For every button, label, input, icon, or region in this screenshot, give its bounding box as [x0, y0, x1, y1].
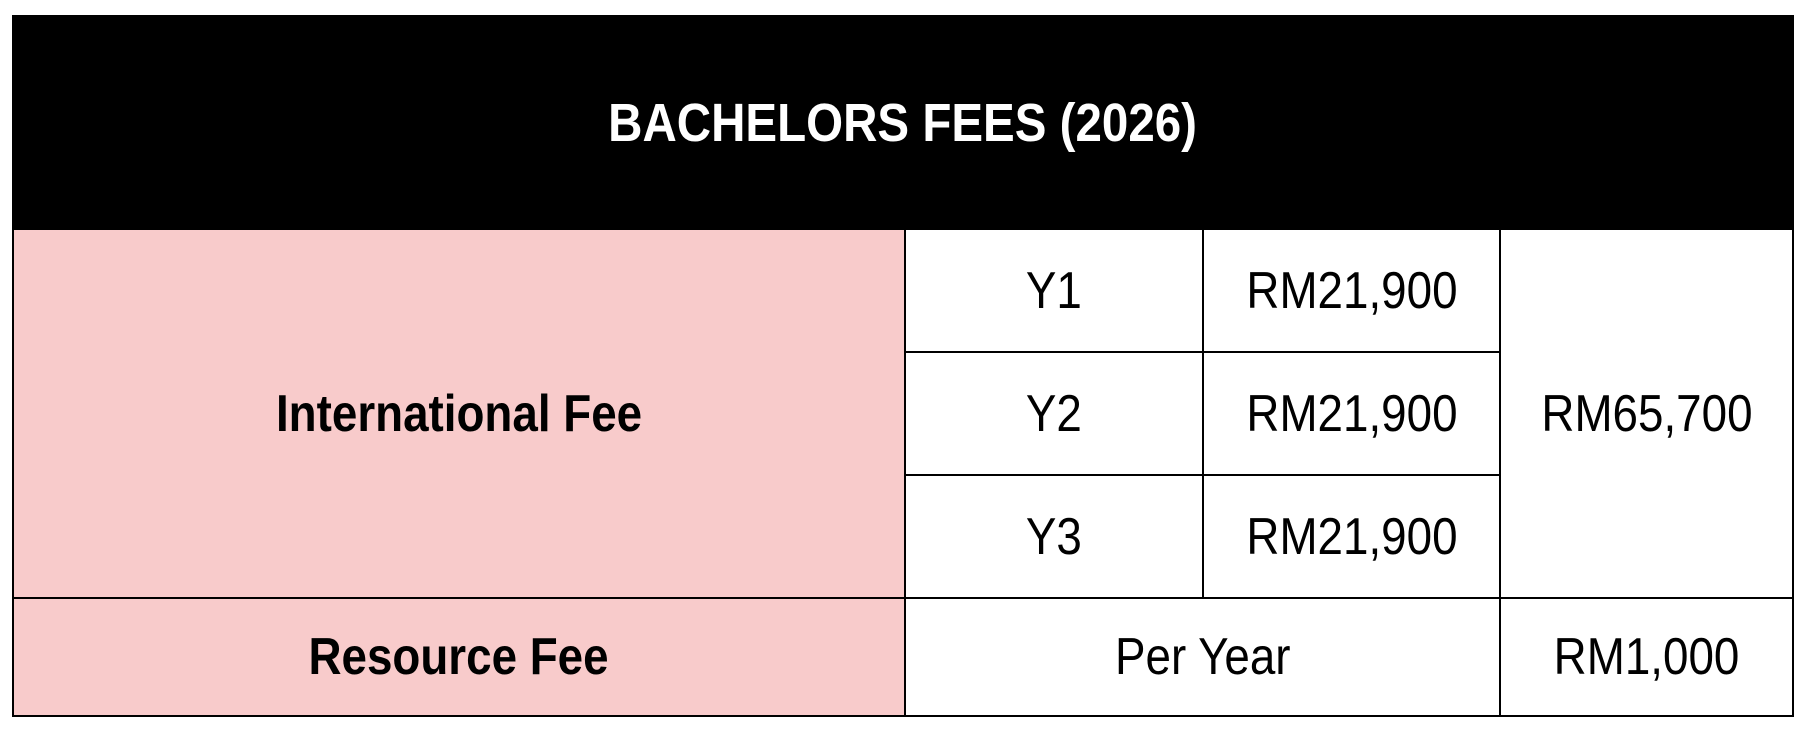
resource-fee-amount: RM1,000 [1499, 597, 1792, 715]
year-text: Y3 [1026, 507, 1082, 566]
international-fee-total: RM65,700 [1499, 228, 1792, 597]
amount-text: RM21,900 [1245, 384, 1458, 443]
amount-text: RM21,900 [1245, 261, 1458, 320]
international-fee-text: International Fee [275, 384, 643, 443]
period-text: Per Year [1114, 628, 1291, 686]
year-cell: Y2 [904, 351, 1202, 474]
resource-amount-text: RM1,000 [1553, 628, 1740, 686]
year-text: Y2 [1026, 384, 1082, 443]
resource-fee-period: Per Year [904, 597, 1499, 715]
year-cell: Y3 [904, 474, 1202, 597]
total-text: RM65,700 [1540, 384, 1753, 443]
amount-cell: RM21,900 [1202, 351, 1499, 474]
resource-fee-label: Resource Fee [14, 597, 904, 715]
resource-fee-text: Resource Fee [308, 628, 610, 686]
title-text: BACHELORS FEES (2026) [608, 92, 1198, 153]
year-text: Y1 [1026, 261, 1082, 320]
amount-cell: RM21,900 [1202, 474, 1499, 597]
international-fee-label: International Fee [14, 228, 904, 597]
fees-table: BACHELORS FEES (2026) International Fee … [12, 15, 1794, 717]
table-title: BACHELORS FEES (2026) [14, 17, 1792, 228]
year-cell: Y1 [904, 228, 1202, 351]
amount-cell: RM21,900 [1202, 228, 1499, 351]
amount-text: RM21,900 [1245, 507, 1458, 566]
